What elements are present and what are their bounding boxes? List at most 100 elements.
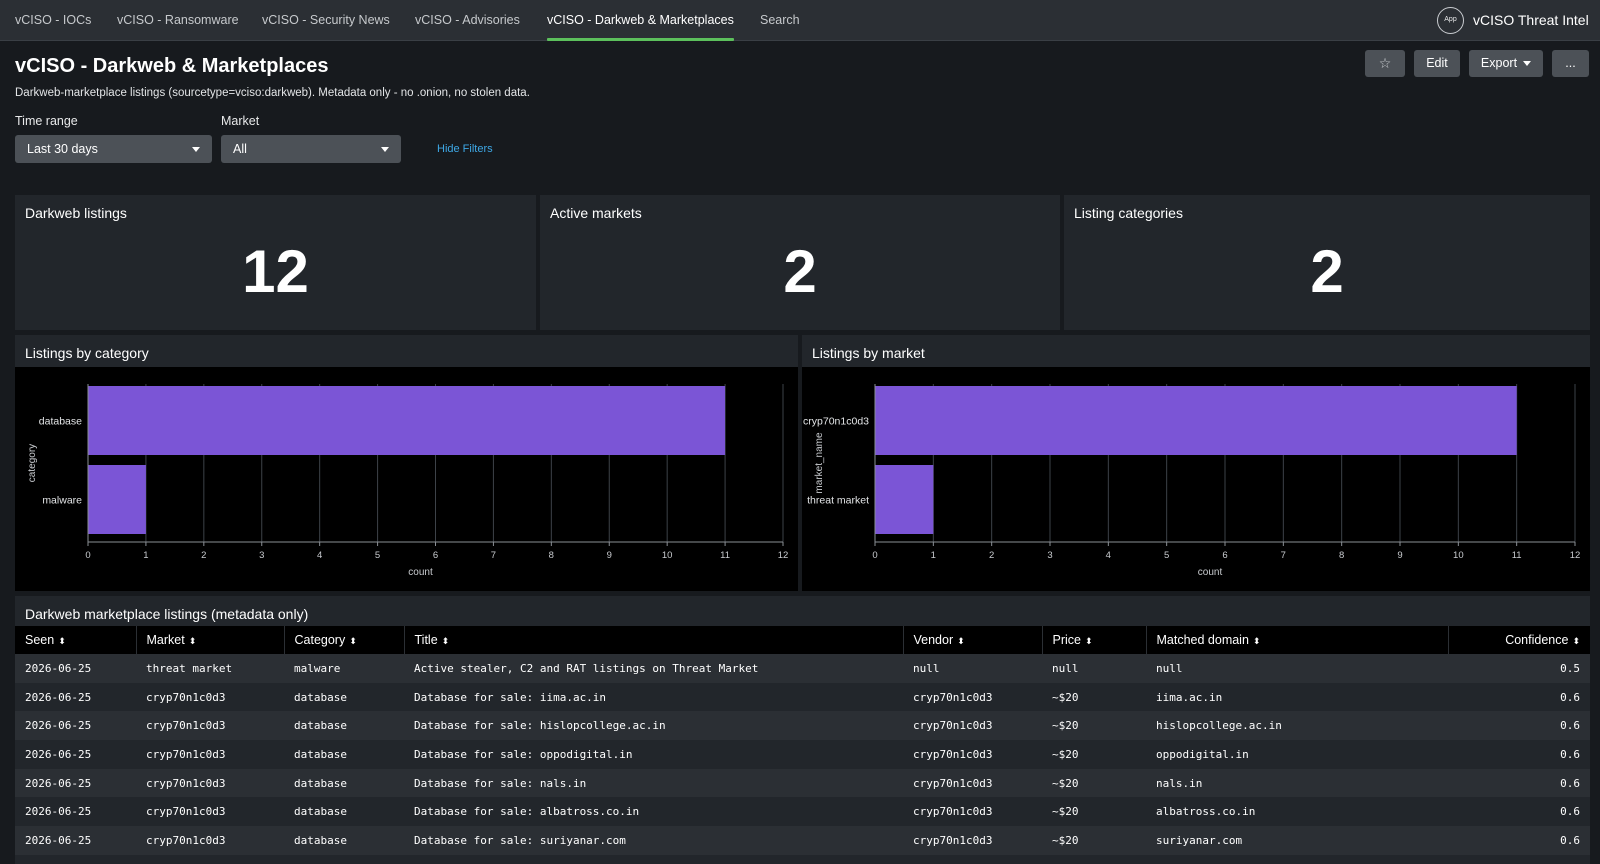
- bar: [875, 386, 1517, 455]
- tab-iocs[interactable]: vCISO - IOCs: [15, 13, 92, 27]
- cell-market: cryp70n1c0d3: [136, 768, 284, 798]
- cell-seen: 2026-06-25: [15, 797, 136, 827]
- cell-category: malware: [284, 654, 404, 683]
- tab-security-news[interactable]: vCISO - Security News: [262, 13, 390, 27]
- cell-price: ~$20: [1042, 826, 1146, 855]
- x-tick-label: 11: [1512, 550, 1522, 561]
- column-header-title[interactable]: Title ⬍: [404, 626, 904, 654]
- panel-active-markets: Active markets 2: [540, 195, 1060, 330]
- cell-matched-domain: nals.in: [1146, 768, 1448, 798]
- table-row[interactable]: 2026-06-25 threat market malware Active ste…: [15, 654, 1590, 683]
- cell-confidence: 0.6: [1448, 768, 1590, 798]
- tab-advisories[interactable]: vCISO - Advisories: [415, 13, 520, 27]
- single-value: 12: [242, 238, 309, 305]
- panel-listings-by-category: Listings by category 0 1 2 3 4 5 6 7 8 9 10 11 12 dat…: [15, 335, 798, 591]
- cell-vendor: cryp70n1c0d3: [903, 740, 1042, 769]
- page-title: vCISO - Darkweb & Marketplaces: [15, 55, 329, 77]
- cell-market: cryp70n1c0d3: [136, 740, 284, 769]
- x-tick-label: 7: [1281, 550, 1286, 561]
- category-label: cryp70n1c0d3: [803, 416, 869, 428]
- x-tick-label: 10: [662, 550, 673, 561]
- cell-vendor: cryp70n1c0d3: [903, 797, 1042, 827]
- cell-seen: 2026-06-25: [15, 711, 136, 741]
- time-range-value: Last 30 days: [27, 142, 98, 156]
- x-tick-label: 11: [720, 550, 730, 561]
- time-range-label: Time range: [15, 114, 78, 128]
- more-actions-button[interactable]: ...: [1552, 50, 1589, 77]
- column-header-vendor[interactable]: Vendor ⬍: [903, 626, 1043, 654]
- panel-darkweb-listings: Darkweb listings 12: [15, 195, 536, 330]
- cell-title: Database for sale: oppodigital.in: [404, 740, 903, 769]
- x-tick-label: 4: [1106, 550, 1111, 561]
- cell-confidence: 0.5: [1448, 654, 1590, 683]
- x-tick-label: 8: [1339, 550, 1344, 561]
- cell-vendor: cryp70n1c0d3: [903, 711, 1042, 741]
- x-tick-label: 6: [433, 550, 438, 561]
- sort-icon: ⬍: [1572, 636, 1580, 646]
- column-header-seen[interactable]: Seen ⬍: [15, 626, 137, 654]
- sort-icon: ⬍: [441, 636, 450, 646]
- table-row[interactable]: 2026-06-25 cryp70n1c0d3 database Database f…: [15, 740, 1590, 769]
- app-title[interactable]: vCISO Threat Intel: [1473, 12, 1589, 28]
- x-axis-title: count: [408, 567, 433, 578]
- tab-darkweb-marketplaces[interactable]: vCISO - Darkweb & Marketplaces: [547, 0, 734, 41]
- column-header-market[interactable]: Market ⬍: [136, 626, 285, 654]
- cell-vendor: null: [903, 654, 1042, 683]
- chart-area: 0 1 2 3 4 5 6 7 8 9 10 11 12 database malware count cate…: [15, 367, 798, 591]
- panel-listings-by-market: Listings by market 0 1 2 3 4 5 6 7 8 9 10 11 12 cryp7…: [802, 335, 1590, 591]
- x-tick-label: 2: [201, 550, 206, 561]
- panel-title: Listing categories: [1074, 205, 1183, 221]
- sort-icon: ⬍: [188, 636, 197, 646]
- tab-ransomware[interactable]: vCISO - Ransomware: [117, 13, 239, 27]
- app-icon[interactable]: App: [1437, 7, 1464, 34]
- hide-filters-link[interactable]: Hide Filters: [437, 143, 493, 155]
- x-tick-label: 12: [1570, 550, 1581, 561]
- column-header-confidence[interactable]: Confidence ⬍: [1448, 626, 1590, 654]
- top-navigation: vCISO - IOCs vCISO - Ransomware vCISO - …: [0, 0, 1600, 41]
- favorite-button[interactable]: ☆: [1365, 50, 1405, 77]
- table-row[interactable]: 2026-06-25 cryp70n1c0d3 database Database f…: [15, 768, 1590, 798]
- chart-title: Listings by market: [812, 345, 925, 361]
- table-row[interactable]: 2026-06-25 cryp70n1c0d3 database Database f…: [15, 797, 1590, 827]
- cell-matched-domain: hislopcollege.ac.in: [1146, 711, 1448, 741]
- column-header-matched-domain[interactable]: Matched domain ⬍: [1146, 626, 1449, 654]
- column-header-price[interactable]: Price ⬍: [1042, 626, 1147, 654]
- cell-title: Active stealer, C2 and RAT listings on T…: [404, 654, 903, 683]
- x-tick-label: 5: [375, 550, 380, 561]
- cell-seen: 2026-06-25: [15, 740, 136, 769]
- star-icon: ☆: [1378, 55, 1392, 71]
- x-tick-label: 2: [989, 550, 994, 561]
- cell-price: ~$20: [1042, 740, 1146, 769]
- chart-title: Listings by category: [25, 345, 149, 361]
- table-row[interactable]: 2026-06-25 cryp70n1c0d3 database Database f…: [15, 682, 1590, 712]
- cell-seen: 2026-06-25: [15, 654, 136, 683]
- cell-title: Database for sale: suriyanar.com: [404, 826, 903, 855]
- table-row[interactable]: 2026-06-25 cryp70n1c0d3 database Database f…: [15, 711, 1590, 741]
- cell-market: cryp70n1c0d3: [136, 711, 284, 741]
- cell-matched-domain: iima.ac.in: [1146, 682, 1448, 712]
- tab-search[interactable]: Search: [760, 13, 800, 27]
- bar: [875, 465, 934, 534]
- x-tick-label: 5: [1164, 550, 1169, 561]
- sort-icon: ⬍: [1252, 636, 1261, 646]
- cell-price: ~$20: [1042, 711, 1146, 741]
- cell-category: database: [284, 711, 404, 741]
- time-range-dropdown[interactable]: Last 30 days: [15, 135, 212, 163]
- table-row[interactable]: 2026-06-25 cryp70n1c0d3 database Database f…: [15, 826, 1590, 855]
- export-button[interactable]: Export: [1469, 50, 1543, 77]
- single-value: 2: [783, 238, 817, 305]
- cell-title: Database for sale: iima.ac.in: [404, 682, 903, 712]
- column-header-category[interactable]: Category ⬍: [284, 626, 405, 654]
- sort-icon: ⬍: [58, 636, 66, 646]
- market-dropdown[interactable]: All: [221, 135, 401, 163]
- edit-button[interactable]: Edit: [1414, 50, 1460, 77]
- export-label: Export: [1480, 56, 1518, 70]
- cell-price: ~$20: [1042, 768, 1146, 798]
- sort-icon: ⬍: [349, 636, 357, 646]
- cell-category: database: [284, 682, 404, 712]
- x-tick-label: 3: [259, 550, 264, 561]
- cell-price: ~$20: [1042, 682, 1146, 712]
- x-tick-label: 3: [1047, 550, 1052, 561]
- page-description: Darkweb-marketplace listings (sourcetype…: [15, 87, 530, 99]
